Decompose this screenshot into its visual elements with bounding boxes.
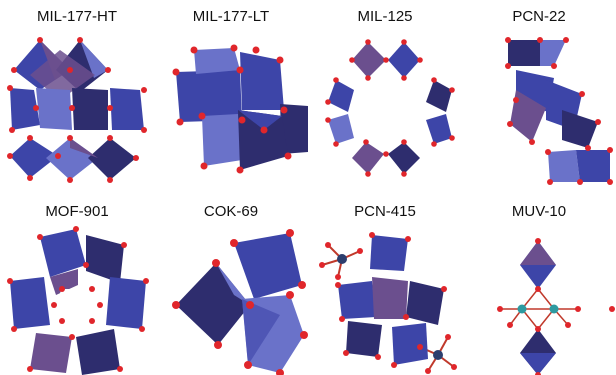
structure-pcn-22: PCN-22 <box>462 0 616 187</box>
pcn-415-cluster-diagram <box>319 232 457 374</box>
structure-label: PCN-415 <box>354 203 416 220</box>
structure-mof-901: MOF-901 <box>0 195 154 375</box>
structure-label: MIL-177-HT <box>36 8 118 25</box>
structure-mil-177-lt: MIL-177-LT <box>154 0 308 187</box>
structure-label: PCN-22 <box>512 8 566 25</box>
mil-177-ht-cluster-diagram <box>7 37 147 183</box>
structure-cok-69: COK-69 <box>154 195 308 375</box>
structure-label: MUV-10 <box>511 203 567 220</box>
structure-label: MOF-901 <box>45 203 109 220</box>
structure-mil-177-ht: MIL-177-HT <box>0 0 154 187</box>
muv-10-cluster-diagram <box>497 238 615 375</box>
mil-125-cluster-diagram <box>325 39 455 177</box>
structure-label: MIL-177-LT <box>192 8 270 25</box>
structure-label: COK-69 <box>203 203 259 220</box>
structure-pcn-415: PCN-415 <box>308 195 462 375</box>
structure-muv-10: MUV-10 <box>462 195 616 375</box>
pcn-22-cluster-diagram <box>505 37 613 185</box>
structure-label: MIL-125 <box>357 8 413 25</box>
cok-69-cluster-diagram <box>172 229 308 375</box>
structure-mil-125: MIL-125 <box>308 0 462 187</box>
mof-901-cluster-diagram <box>7 226 149 375</box>
mil-177-lt-cluster-diagram <box>172 44 308 174</box>
